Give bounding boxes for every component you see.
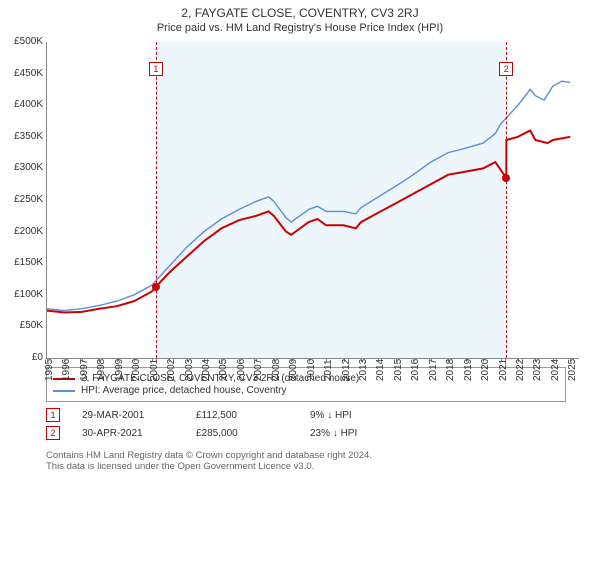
x-tick: 2017 [428, 359, 439, 381]
footer-line-2: This data is licensed under the Open Gov… [46, 461, 566, 472]
sale-dot [152, 283, 160, 291]
marker-box: 1 [149, 62, 163, 76]
line-layer [47, 42, 579, 358]
x-tick: 2007 [253, 359, 264, 381]
tx-price: £112,500 [196, 410, 288, 421]
x-tick: 2002 [166, 359, 177, 381]
y-tick: £450K [1, 68, 43, 79]
footer: Contains HM Land Registry data © Crown c… [46, 450, 566, 472]
marker-box: 2 [499, 62, 513, 76]
series-hpi [47, 81, 570, 310]
y-tick: £200K [1, 226, 43, 237]
y-tick: £50K [1, 320, 43, 331]
transaction-row: 2 30-APR-2021 £285,000 23% ↓ HPI [46, 426, 600, 440]
x-tick: 2011 [323, 359, 334, 381]
x-tick: 2021 [498, 359, 509, 381]
y-tick: £350K [1, 131, 43, 142]
tx-marker: 1 [46, 408, 60, 422]
x-tick: 2013 [358, 359, 369, 381]
legend-swatch [53, 390, 75, 392]
x-tick: 2014 [375, 359, 386, 381]
legend-item: HPI: Average price, detached house, Cove… [53, 385, 559, 396]
chart-subtitle: Price paid vs. HM Land Registry's House … [0, 22, 600, 34]
y-tick: £400K [1, 99, 43, 110]
x-tick: 1999 [114, 359, 125, 381]
series-property [47, 131, 570, 313]
tx-pct: 9% ↓ HPI [310, 410, 352, 421]
y-tick: £150K [1, 257, 43, 268]
x-tick: 2019 [463, 359, 474, 381]
x-tick: 2025 [567, 359, 578, 381]
x-tick: 2010 [306, 359, 317, 381]
x-tick: 2012 [341, 359, 352, 381]
tx-date: 29-MAR-2001 [82, 410, 174, 421]
transaction-rows: 1 29-MAR-2001 £112,500 9% ↓ HPI 2 30-APR-2021… [0, 408, 600, 440]
x-tick: 2018 [445, 359, 456, 381]
y-tick: £500K [1, 36, 43, 47]
footer-line-1: Contains HM Land Registry data © Crown c… [46, 450, 566, 461]
transaction-row: 1 29-MAR-2001 £112,500 9% ↓ HPI [46, 408, 600, 422]
tx-pct: 23% ↓ HPI [310, 428, 357, 439]
y-tick: £100K [1, 289, 43, 300]
marker-line [156, 42, 157, 358]
figure: 2, FAYGATE CLOSE, COVENTRY, CV3 2RJ Pric… [0, 6, 600, 566]
legend-label: HPI: Average price, detached house, Cove… [81, 385, 287, 396]
tx-marker: 2 [46, 426, 60, 440]
x-tick: 2003 [184, 359, 195, 381]
x-tick: 2000 [131, 359, 142, 381]
tx-price: £285,000 [196, 428, 288, 439]
x-tick: 1996 [61, 359, 72, 381]
x-tick: 2016 [410, 359, 421, 381]
x-tick: 2006 [236, 359, 247, 381]
x-tick: 2015 [393, 359, 404, 381]
y-tick: £300K [1, 162, 43, 173]
tx-date: 30-APR-2021 [82, 428, 174, 439]
x-tick: 2004 [201, 359, 212, 381]
x-tick: 2005 [218, 359, 229, 381]
x-tick: 2022 [515, 359, 526, 381]
y-tick: £0 [1, 352, 43, 363]
x-tick: 2020 [480, 359, 491, 381]
x-tick: 1995 [44, 359, 55, 381]
x-tick: 2009 [288, 359, 299, 381]
x-tick: 2023 [532, 359, 543, 381]
marker-line [506, 42, 507, 358]
plot-area: £0£50K£100K£150K£200K£250K£300K£350K£400… [46, 42, 579, 359]
x-tick: 2001 [149, 359, 160, 381]
x-tick: 1998 [96, 359, 107, 381]
chart-area: £0£50K£100K£150K£200K£250K£300K£350K£400… [46, 42, 600, 359]
x-tick: 1997 [79, 359, 90, 381]
sale-dot [502, 174, 510, 182]
x-tick: 2008 [271, 359, 282, 381]
y-tick: £250K [1, 194, 43, 205]
chart-title: 2, FAYGATE CLOSE, COVENTRY, CV3 2RJ [0, 6, 600, 20]
x-tick: 2024 [550, 359, 561, 381]
